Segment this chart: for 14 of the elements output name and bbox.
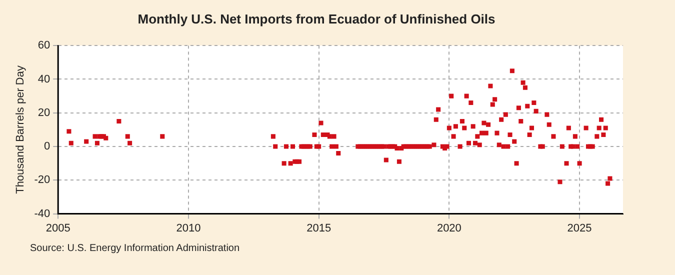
y-tick-label: -20 [34,174,50,186]
x-tick-label: 2020 [436,222,462,234]
y-tick-label: 20 [38,106,50,119]
x-tick-label: 2025 [567,222,592,234]
y-axis-title: Thousand Barrels per Day [14,65,27,194]
x-tick-label: 2010 [176,222,201,234]
y-tick-label: 40 [38,73,50,86]
source-note: Source: U.S. Energy Information Administration [30,243,240,254]
y-tick-label: -40 [34,208,50,220]
chart-title: Monthly U.S. Net Imports from Ecuador of Unfinished Oils [138,11,496,26]
y-tick-label: 0 [44,140,50,153]
y-tick-label: 60 [38,40,50,52]
x-tick-label: 2015 [306,222,332,234]
x-tick-label: 2005 [46,222,70,234]
